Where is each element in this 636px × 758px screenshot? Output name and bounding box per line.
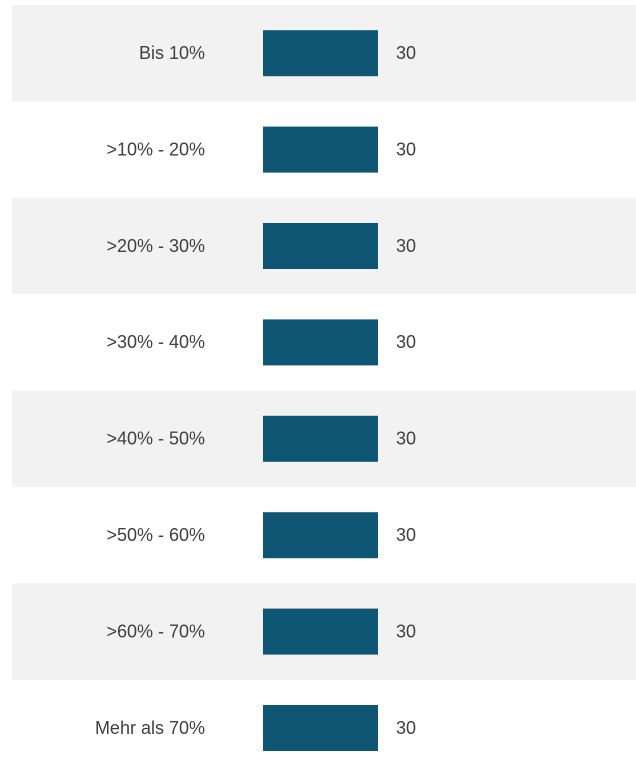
category-label: >20% - 30% [106,236,205,256]
bar [263,608,378,655]
category-label: >50% - 60% [106,525,205,545]
value-label: 30 [396,332,416,352]
bar [263,319,378,366]
bar [263,223,378,269]
category-label: >60% - 70% [106,621,205,641]
category-label: Bis 10% [139,43,205,63]
bar [263,415,378,462]
category-label: Mehr als 70% [95,718,205,738]
value-label: 30 [396,525,416,545]
value-label: 30 [396,429,416,449]
value-label: 30 [396,43,416,63]
category-label: >40% - 50% [106,429,205,449]
bar [263,30,378,77]
bar [263,512,378,559]
value-label: 30 [396,236,416,256]
bar [263,705,378,751]
value-label: 30 [396,139,416,159]
value-label: 30 [396,621,416,641]
category-label: >30% - 40% [106,332,205,352]
value-label: 30 [396,718,416,738]
bar [263,126,378,173]
category-label: >10% - 20% [106,139,205,159]
